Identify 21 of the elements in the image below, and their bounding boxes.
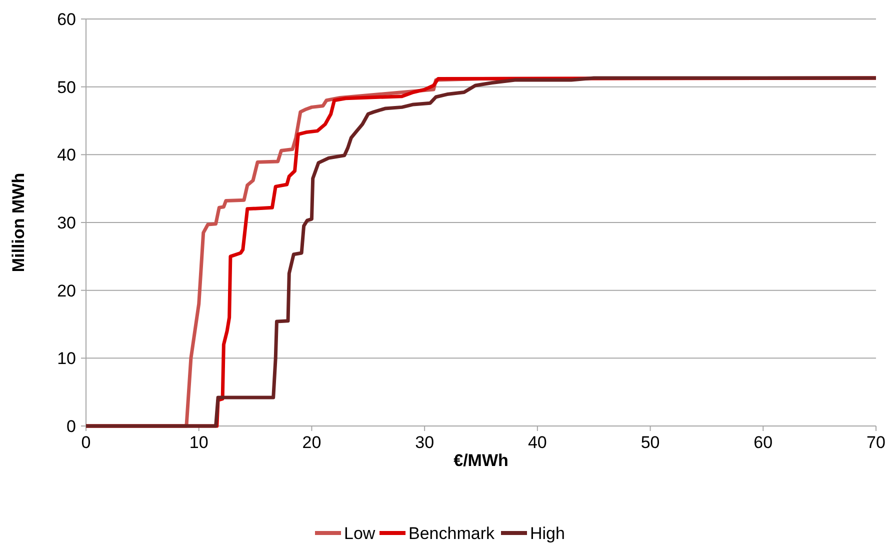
legend-label: Benchmark bbox=[408, 524, 495, 543]
y-tick-label: 40 bbox=[57, 146, 76, 165]
x-tick-label: 60 bbox=[754, 433, 773, 452]
x-tick-label: 0 bbox=[81, 433, 91, 452]
line-series bbox=[84, 76, 878, 428]
y-axis-title: Million MWh bbox=[9, 172, 28, 272]
y-tick-label: 0 bbox=[66, 417, 76, 436]
x-tick-label: 70 bbox=[866, 433, 886, 452]
legend-label: Low bbox=[344, 524, 376, 543]
x-axis-title: €/MWh bbox=[454, 451, 508, 470]
x-tick-label: 30 bbox=[415, 433, 434, 452]
y-tick-label: 30 bbox=[57, 214, 76, 232]
x-tick-label: 40 bbox=[528, 433, 547, 452]
y-tick-label: 60 bbox=[57, 10, 76, 29]
y-tick-label: 20 bbox=[57, 281, 76, 300]
y-tick-label: 10 bbox=[57, 349, 76, 368]
legend-label: High bbox=[530, 524, 565, 543]
y-tick-label: 50 bbox=[57, 78, 76, 97]
x-tick-label: 10 bbox=[189, 433, 208, 452]
x-tick-label: 50 bbox=[640, 433, 660, 452]
x-tick-label: 20 bbox=[302, 433, 322, 452]
